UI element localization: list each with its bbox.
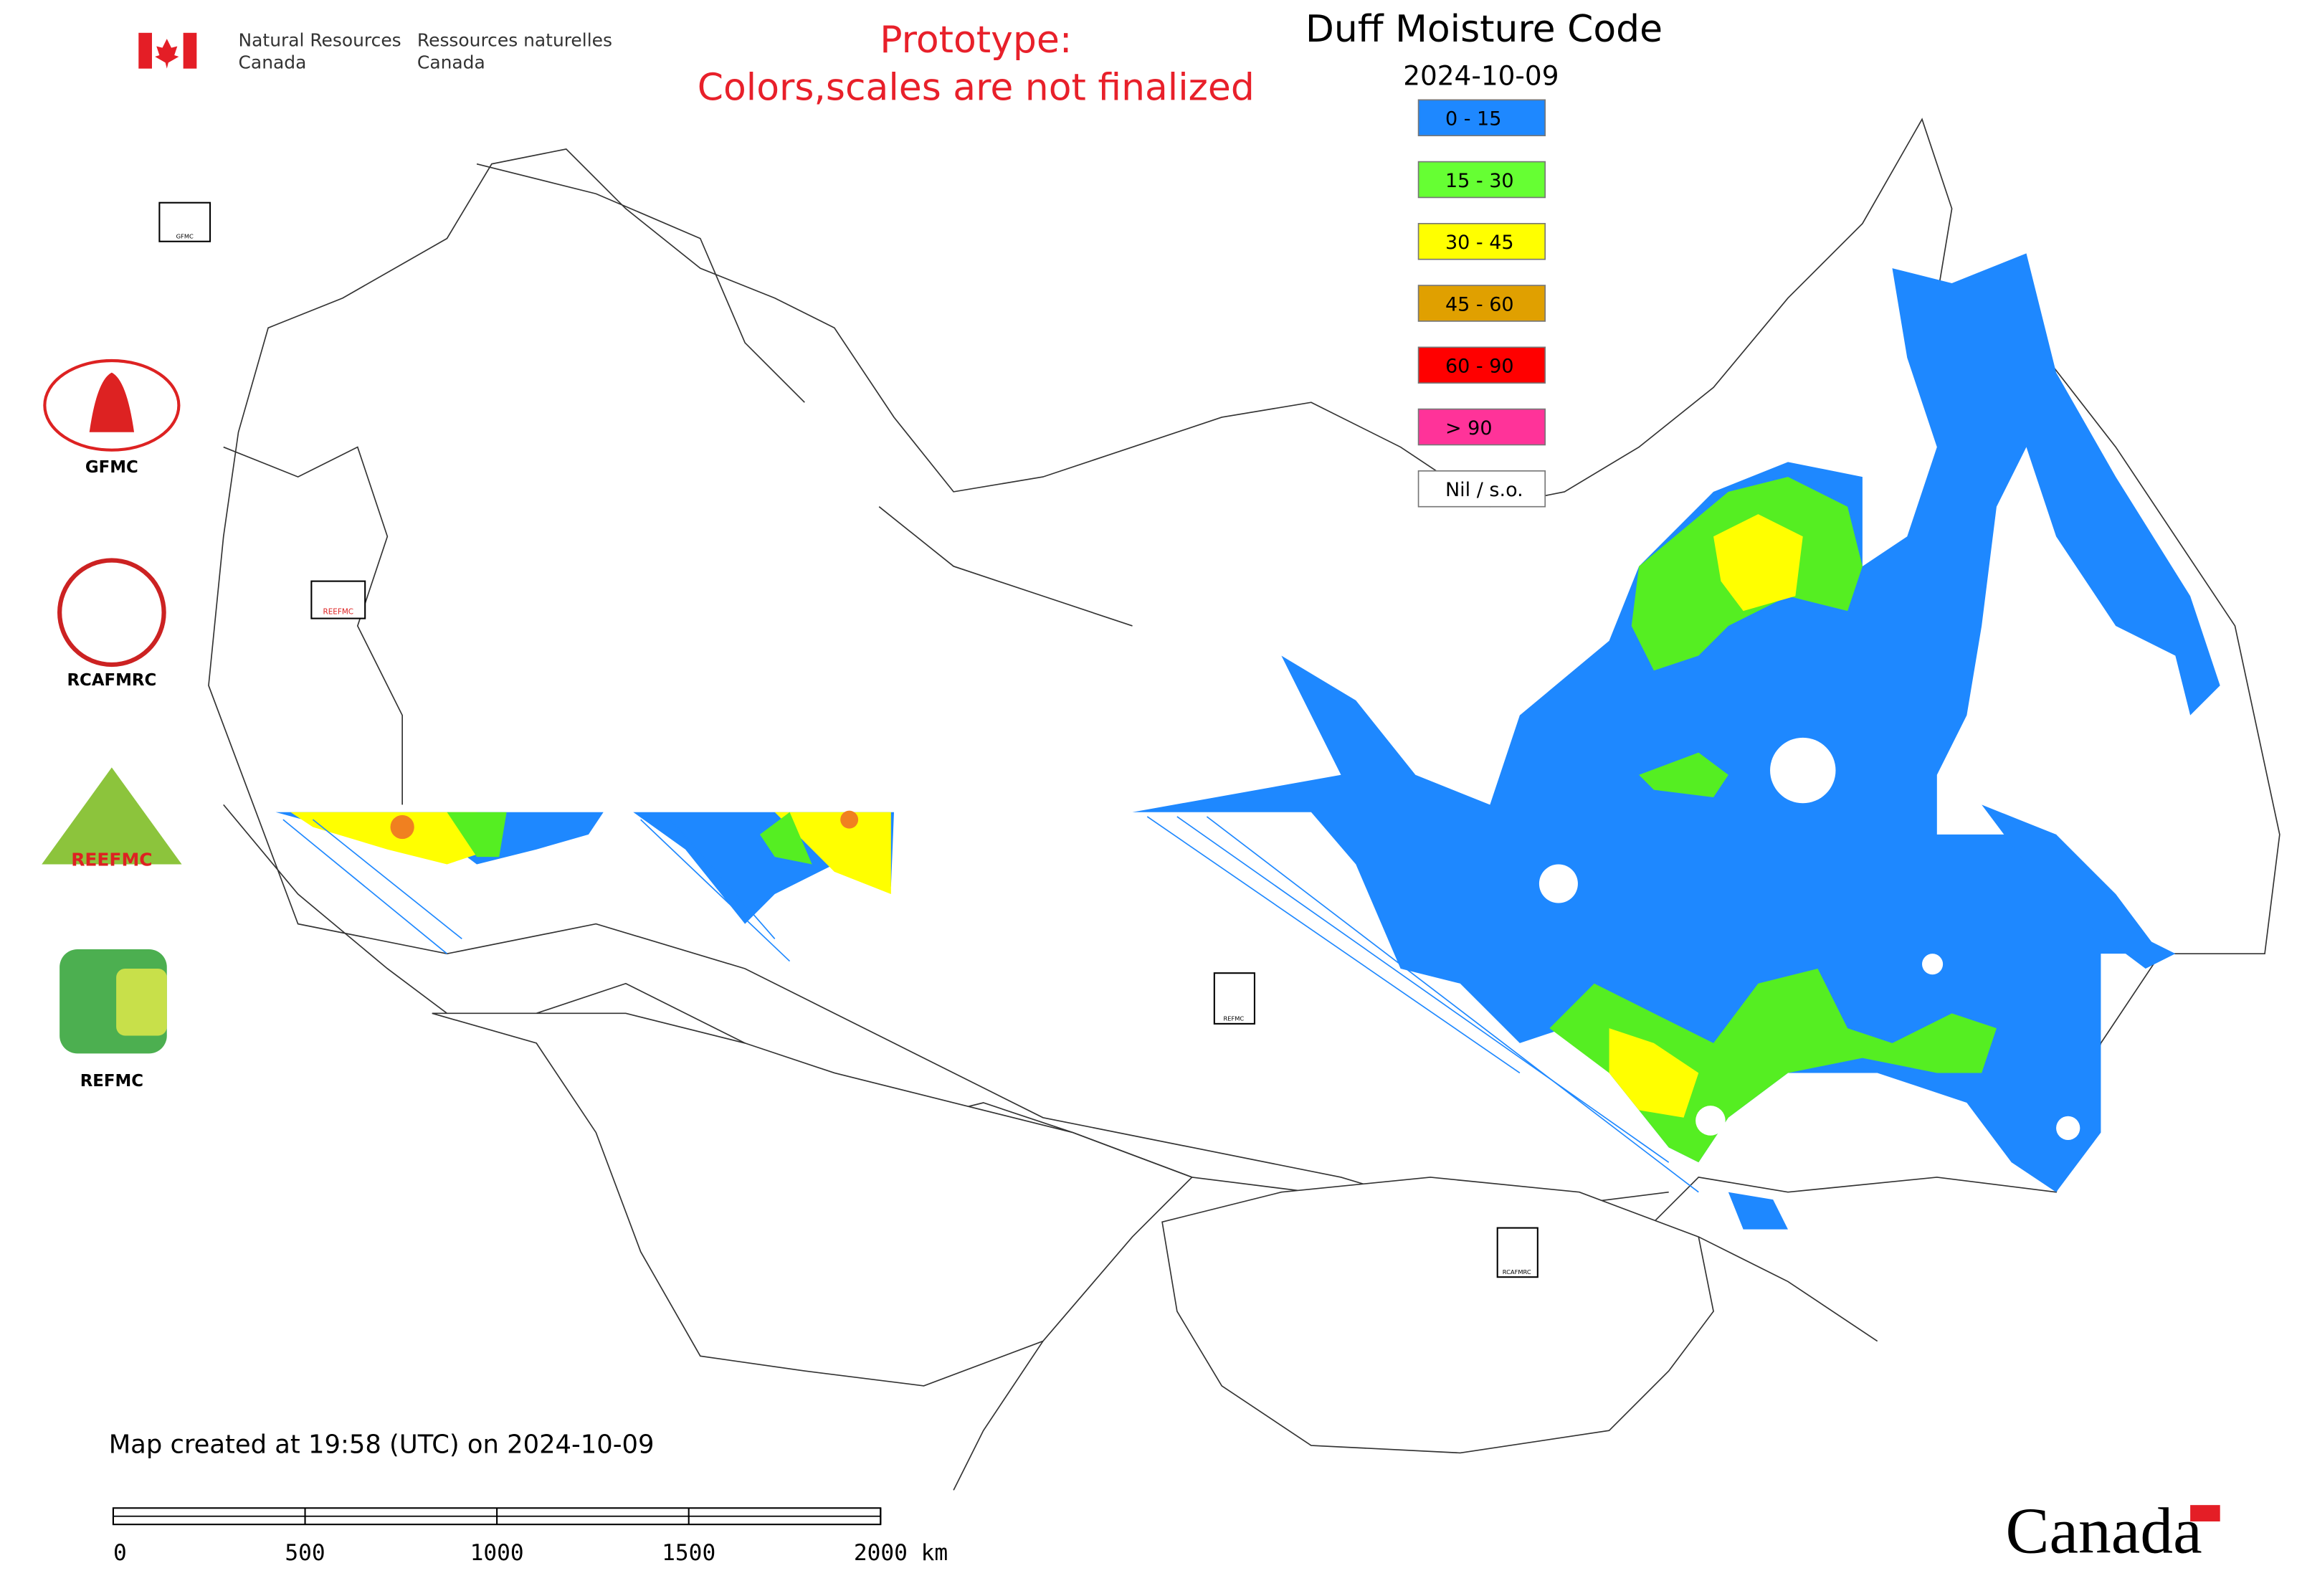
legend-label: 30 - 45 — [1445, 232, 1514, 254]
map-date: 2024-10-09 — [1403, 60, 1559, 92]
logo-label: RCAFMRC — [1503, 1268, 1531, 1276]
logo-label: GFMC — [176, 233, 194, 240]
canada-flag — [138, 32, 197, 69]
logo-label: REFMC — [1223, 1015, 1244, 1022]
legend-swatch — [1417, 161, 1546, 199]
legend-label: 15 - 30 — [1445, 170, 1514, 192]
legend-label: > 90 — [1445, 417, 1493, 440]
logo-label: GFMC — [85, 458, 138, 477]
canada-wordmark: Canada — [2005, 1495, 2202, 1567]
logo-label: REEFMC — [323, 607, 353, 616]
scale-label: 2000 km — [854, 1540, 948, 1566]
scale-label: 1500 — [662, 1540, 715, 1566]
legend-swatch — [1417, 470, 1546, 508]
scale-label: 0 — [113, 1540, 127, 1566]
legend-swatch — [1417, 285, 1546, 322]
legend-swatch — [1417, 99, 1546, 137]
notice: Colors,scales are not finalized — [698, 66, 1255, 109]
agency-en: Canada — [239, 52, 307, 73]
agency-en: Natural Resources — [239, 29, 401, 50]
wordmark-flag — [2190, 1505, 2220, 1522]
dmc-raster — [275, 253, 2220, 1230]
agency-fr: Ressources naturelles — [417, 29, 612, 50]
footer: Map created at 19:58 (UTC) on 2024-10-09 — [109, 1430, 655, 1459]
legend-label: Nil / s.o. — [1445, 479, 1523, 501]
legend-label: 60 - 90 — [1445, 356, 1514, 378]
logo-label: REFMC — [80, 1072, 143, 1091]
logos — [42, 201, 1538, 1278]
legend-swatch — [1417, 346, 1546, 384]
legend-label: 0 - 15 — [1445, 108, 1501, 130]
legend: 0 - 15 15 - 30 30 - 45 45 - 60 60 - 90 > 90 Ni… — [1417, 99, 1546, 508]
logo-label: RCAFMRC — [67, 671, 156, 690]
legend-label: 45 - 60 — [1445, 293, 1514, 315]
logo-label: REEFMC — [71, 850, 152, 870]
legend-swatch — [1417, 408, 1546, 446]
legend-swatch — [1417, 222, 1546, 260]
map-title: Duff Moisture Code — [1305, 8, 1663, 51]
scale-label: 1000 — [470, 1540, 524, 1566]
scale-bar: 0 500 1000 1500 2000 km — [112, 1507, 948, 1566]
agency-fr: Canada — [417, 52, 485, 73]
notice: Prototype: — [880, 19, 1072, 62]
scale-label: 500 — [285, 1540, 325, 1566]
